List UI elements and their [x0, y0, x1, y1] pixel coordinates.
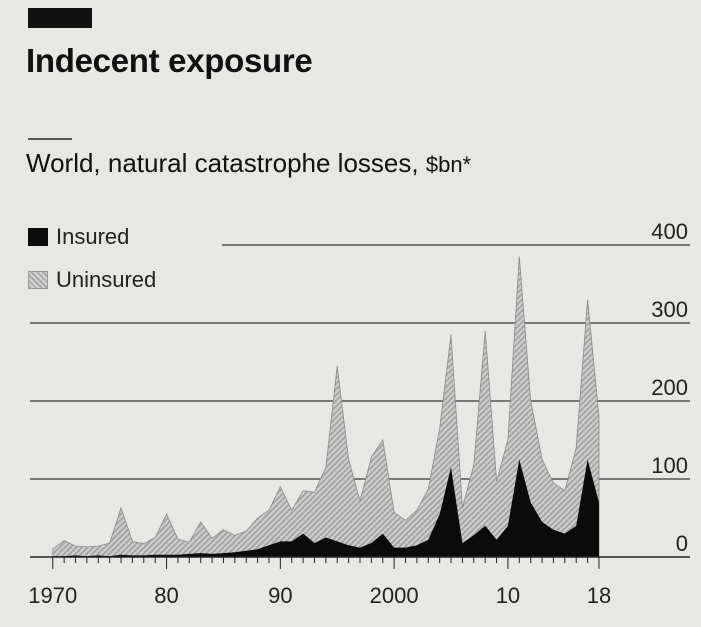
- area-insured: [52, 459, 600, 557]
- x-tick-label-2018: 18: [587, 583, 611, 608]
- y-tick-labels: 0 100 200 300 400: [651, 219, 688, 556]
- x-tick-labels: 1970 80 90 2000 10 18: [28, 583, 611, 608]
- area-layer: [52, 256, 600, 558]
- axis-layer: [30, 556, 690, 569]
- legend-swatch-insured: [28, 228, 48, 246]
- legend-item-insured: Insured: [28, 222, 156, 252]
- y-tick-label-100: 100: [651, 453, 688, 478]
- y-tick-label-0: 0: [676, 531, 688, 556]
- legend-label-uninsured: Uninsured: [56, 267, 157, 292]
- x-tick-label-1990: 90: [268, 583, 292, 608]
- section-tag-bar: [28, 8, 92, 28]
- chart-subtitle: World, natural catastrophe losses, $bn*: [26, 148, 471, 179]
- legend-label-insured: Insured: [56, 224, 130, 249]
- x-tick-label-1970: 1970: [28, 583, 77, 608]
- subtitle-unit: $bn*: [425, 152, 472, 177]
- y-tick-label-300: 300: [651, 297, 688, 322]
- subtitle-text: World, natural catastrophe losses,: [26, 148, 419, 178]
- y-tick-label-400: 400: [651, 219, 688, 244]
- chart-title: Indecent exposure: [26, 42, 313, 79]
- subtitle-rule: [28, 138, 72, 140]
- legend-item-uninsured: Uninsured: [28, 265, 156, 295]
- chart-legend: Insured Uninsured: [28, 222, 156, 308]
- x-tick-label-1980: 80: [154, 583, 178, 608]
- y-tick-label-200: 200: [651, 375, 688, 400]
- x-tick-label-2000: 2000: [370, 583, 419, 608]
- x-tick-label-2010: 10: [496, 583, 520, 608]
- legend-swatch-uninsured: [28, 271, 48, 289]
